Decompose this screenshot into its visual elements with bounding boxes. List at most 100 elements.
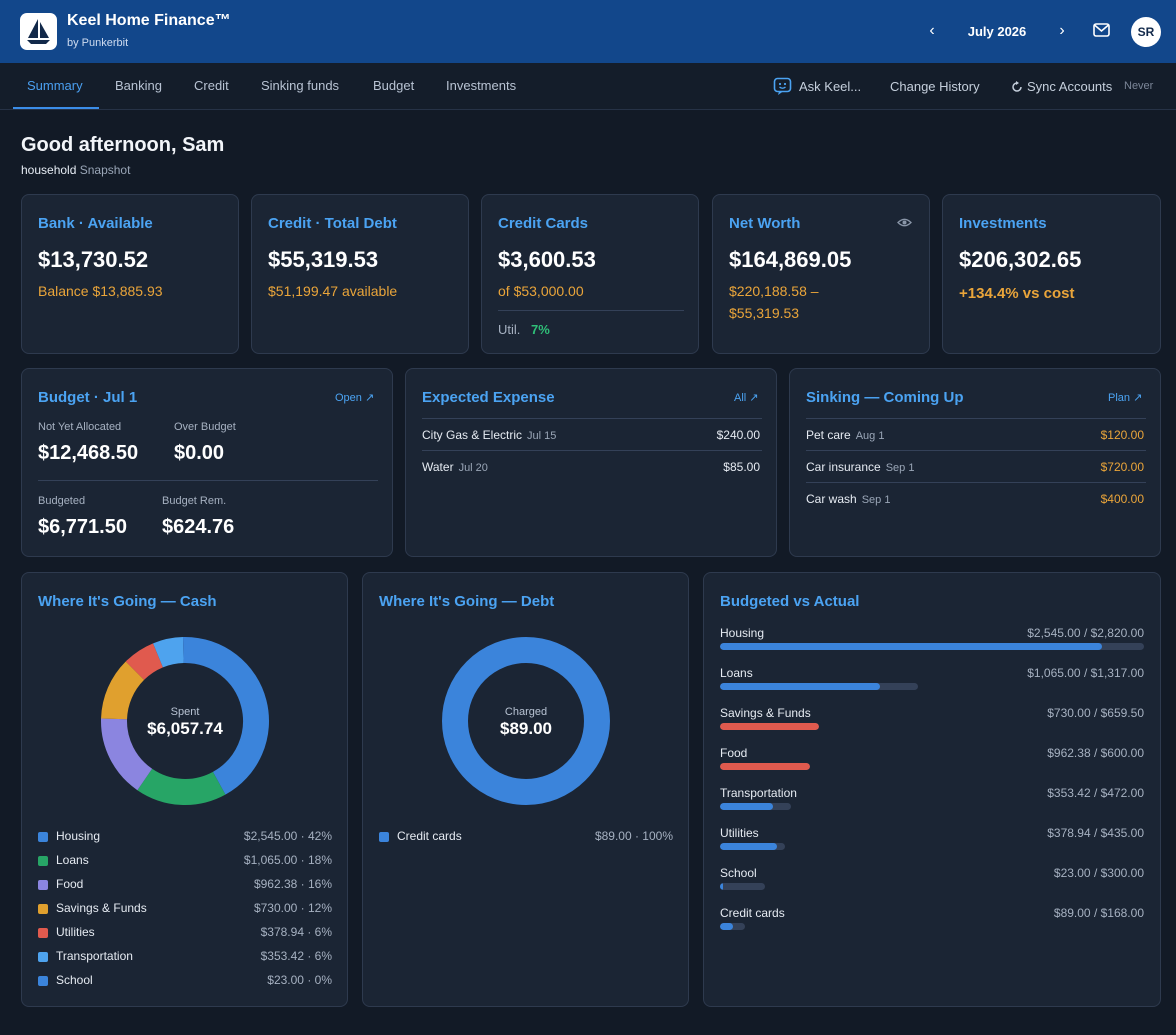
tab-summary[interactable]: Summary [27, 78, 83, 93]
user-avatar[interactable]: SR [1131, 17, 1161, 47]
divider [806, 418, 1146, 419]
bva-label-school: School [720, 866, 757, 880]
legend-swatch [38, 880, 48, 890]
app-logo[interactable] [20, 13, 57, 50]
bva-label-utilities: Utilities [720, 826, 759, 840]
expense-amount: $85.00 [723, 460, 760, 474]
budget-open-link[interactable]: Open ↗ [335, 392, 375, 404]
legend-value: $23.00 · 0% [267, 973, 332, 987]
card-title: Expected Expense [422, 389, 555, 406]
bva-bar-loans [720, 683, 880, 690]
net-worth-assets: $220,188.58 – [729, 283, 819, 299]
expected-all-link[interactable]: All ↗ [734, 392, 759, 404]
legend-label: School [56, 973, 93, 987]
mail-icon[interactable] [1093, 23, 1110, 37]
cash-donut-chart [101, 637, 269, 805]
debt-chart-card: Where It's Going — Debt Charged $89.00 C… [362, 572, 689, 1007]
legend-item-school: School $23.00 · 0% [38, 973, 332, 989]
tab-sinking-funds[interactable]: Sinking funds [261, 78, 340, 93]
legend-value: $1,065.00 · 18% [243, 853, 332, 867]
slice-transportation[interactable] [153, 637, 185, 668]
bva-amount-school: $23.00 / $300.00 [1053, 866, 1144, 880]
slice-credit-cards[interactable] [442, 637, 610, 805]
investments-value: $206,302.65 [959, 247, 1082, 272]
active-tab-indicator [13, 107, 99, 109]
slice-housing[interactable] [184, 637, 269, 795]
legend-swatch [38, 904, 48, 914]
card-title: Budget · Jul 1 [38, 389, 138, 406]
slice-food[interactable] [101, 718, 153, 791]
card-title: Credit Cards [498, 215, 589, 232]
card-title: Bank · Available [38, 215, 153, 232]
legend-value: $353.42 · 6% [260, 949, 332, 963]
tab-credit[interactable]: Credit [194, 78, 229, 93]
credit-cards-card[interactable]: Credit Cards $3,600.53 of $53,000.00 Uti… [481, 194, 699, 354]
legend-value: $378.94 · 6% [260, 925, 332, 939]
bva-track-utilities [720, 843, 785, 850]
bva-amount-credit-cards: $89.00 / $168.00 [1053, 906, 1144, 920]
ask-keel-button[interactable]: Ask Keel... [799, 79, 862, 94]
investments-card[interactable]: Investments $206,302.65 +134.4% vs cost [942, 194, 1161, 354]
bva-bar-utilities [720, 843, 777, 850]
credit-debt-card[interactable]: Credit · Total Debt $55,319.53 $51,199.4… [251, 194, 469, 354]
legend-value: $962.38 · 16% [253, 877, 332, 891]
bva-bar-credit-cards [720, 923, 733, 930]
legend-swatch [38, 976, 48, 986]
legend-label: Utilities [56, 925, 95, 939]
bva-amount-loans: $1,065.00 / $1,317.00 [1027, 666, 1144, 680]
slice-utilities[interactable] [125, 643, 164, 681]
legend-swatch [38, 856, 48, 866]
sinking-date: Sep 1 [885, 462, 915, 474]
eye-icon[interactable] [897, 217, 912, 228]
sinking-card: Sinking — Coming Up Plan ↗ Pet care Aug 1… [789, 368, 1161, 557]
bva-track-loans [720, 683, 918, 690]
budgeted-label: Budgeted [38, 495, 86, 507]
tab-investments[interactable]: Investments [446, 78, 517, 93]
legend-label: Housing [56, 829, 101, 843]
expense-row-name[interactable]: City Gas & Electric Jul 15 [422, 428, 556, 442]
nav-bar: Summary Banking Credit Sinking funds Bud… [0, 63, 1176, 110]
sinking-row-name[interactable]: Car wash Sep 1 [806, 492, 890, 506]
legend-label: Transportation [56, 949, 133, 963]
bva-bar-school [720, 883, 723, 890]
tab-budget[interactable]: Budget [373, 78, 415, 93]
donut-center-label: Charged [504, 706, 548, 718]
chevron-left-icon[interactable]: ‹ [929, 22, 935, 39]
legend-swatch [38, 952, 48, 962]
legend-item-transportation: Transportation $353.42 · 6% [38, 949, 332, 965]
legend-label: Savings & Funds [56, 901, 147, 915]
legend-label: Loans [56, 853, 89, 867]
legend-label: Food [56, 877, 84, 891]
bva-track-school [720, 883, 765, 890]
bank-card[interactable]: Bank · Available $13,730.52 Balance $13,… [21, 194, 239, 354]
expected-expense-card: Expected Expense All ↗ City Gas & Electr… [405, 368, 777, 557]
expense-name: City Gas & Electric [422, 428, 523, 442]
slice-loans[interactable] [137, 768, 226, 805]
scope-suffix: Snapshot [79, 163, 131, 177]
chevron-right-icon[interactable]: › [1059, 22, 1065, 39]
slice-savings-funds[interactable] [101, 661, 145, 720]
divider [38, 480, 378, 481]
net-worth-card[interactable]: Net Worth $164,869.05 $220,188.58 – $55,… [712, 194, 930, 354]
expense-date: Jul 20 [458, 462, 488, 474]
sinking-row-name[interactable]: Pet care Aug 1 [806, 428, 884, 442]
divider [806, 450, 1146, 451]
sinking-amount: $720.00 [1100, 460, 1144, 474]
expense-date: Jul 15 [527, 430, 557, 442]
expense-row-name[interactable]: Water Jul 20 [422, 460, 488, 474]
sinking-plan-link[interactable]: Plan ↗ [1108, 392, 1143, 404]
sync-accounts-button[interactable]: Sync Accounts [1027, 79, 1113, 94]
bva-bar-transportation [720, 803, 773, 810]
bank-available-value: $13,730.52 [38, 247, 149, 272]
sinking-row-name[interactable]: Car insurance Sep 1 [806, 460, 914, 474]
donut-center-value: $6,057.74 [147, 719, 223, 738]
credit-cards-value: $3,600.53 [498, 247, 596, 272]
sinking-date: Sep 1 [861, 494, 891, 506]
change-history-button[interactable]: Change History [890, 79, 980, 94]
donut-center-label: Spent [170, 706, 200, 718]
tab-banking[interactable]: Banking [115, 78, 162, 93]
legend-item-housing: Housing $2,545.00 · 42% [38, 829, 332, 845]
bva-amount-savings-funds: $730.00 / $659.50 [1047, 706, 1144, 720]
chat-bot-icon[interactable] [773, 77, 792, 96]
sync-icon[interactable] [1011, 81, 1023, 93]
